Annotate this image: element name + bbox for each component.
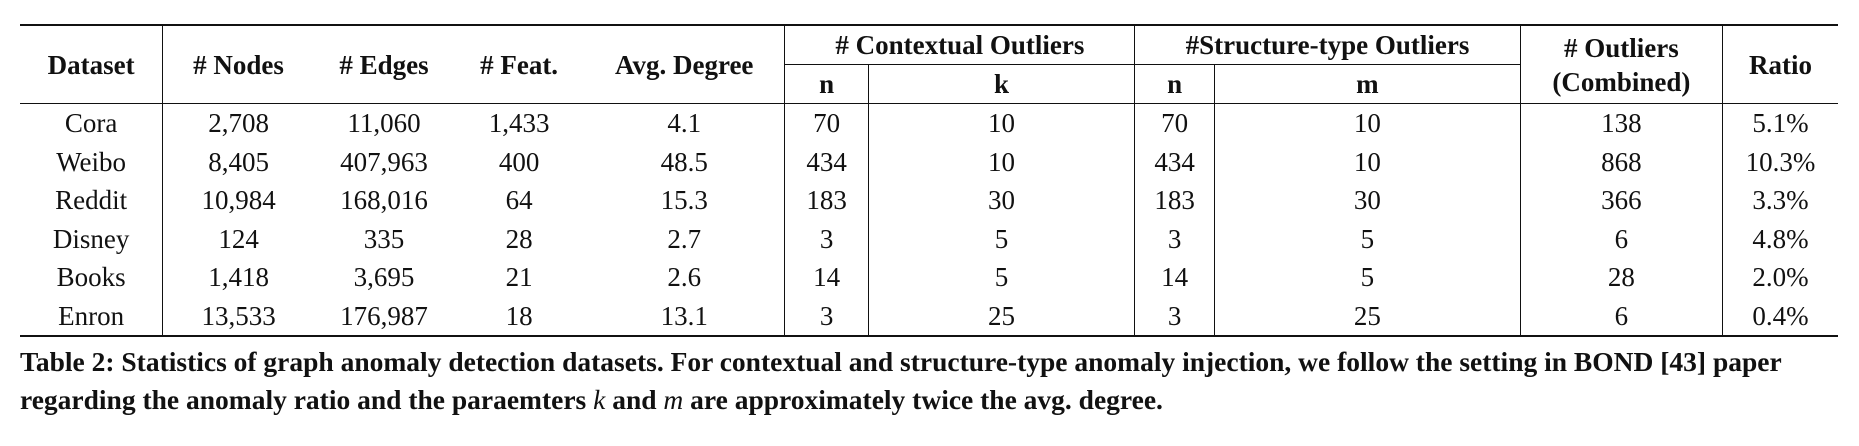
cell-contextual-n: 14 (784, 258, 869, 297)
header-structure-n: n (1134, 64, 1215, 104)
table-body: Cora 2,708 11,060 1,433 4.1 70 10 70 10 138 5.1% We… (20, 103, 1838, 337)
cell-dataset: Cora (20, 103, 163, 143)
cell-structure-n: 3 (1134, 219, 1215, 258)
cell-nodes: 2,708 (162, 103, 314, 143)
table-container: Dataset # Nodes # Edges # Feat. Avg. Deg… (20, 24, 1838, 419)
header-combined-line2: (Combined) (1552, 66, 1691, 97)
cell-ratio: 4.8% (1722, 219, 1838, 258)
cell-structure-n: 3 (1134, 296, 1215, 337)
caption-text-1: Table 2: Statistics of graph anomaly det… (20, 346, 1782, 415)
cell-contextual-k: 30 (867, 181, 1135, 220)
caption-text-3: are approximately twice the avg. degree. (683, 384, 1163, 415)
cell-avg-degree: 13.1 (583, 296, 785, 337)
header-row-sub: n k n m (20, 64, 1838, 104)
header-contextual-outliers: # Contextual Outliers (784, 25, 1135, 65)
cell-structure-n: 434 (1134, 142, 1215, 181)
cell-contextual-k: 5 (867, 219, 1135, 258)
cell-contextual-k: 10 (867, 142, 1135, 181)
cell-combined: 28 (1519, 258, 1723, 297)
table-row: Books 1,418 3,695 21 2.6 14 5 14 5 28 2.0% (20, 258, 1838, 297)
cell-edges: 407,963 (340, 146, 428, 177)
table-row: Enron 13,533 176,987 18 13.1 3 25 3 25 6 0.4% (20, 296, 1838, 337)
header-avg-degree: Avg. Degree (614, 49, 754, 80)
cell-dataset: Reddit (55, 185, 128, 215)
cell-combined: 868 (1519, 142, 1723, 181)
header-structure-outliers: #Structure-type Outliers (1134, 25, 1521, 65)
cell-feat: 18 (454, 296, 584, 337)
cell-feat: 64 (505, 185, 533, 215)
header-feat: # Feat. (480, 49, 559, 80)
cell-combined: 366 (1519, 181, 1723, 220)
table-row: Disney 124 335 28 2.7 3 5 3 5 6 4.8% (20, 219, 1838, 258)
header-structure-m: m (1213, 64, 1521, 104)
cell-contextual-k: 10 (867, 103, 1135, 143)
cell-ratio: 2.0% (1722, 258, 1838, 297)
cell-nodes: 10,984 (162, 181, 314, 220)
table-row: Reddit 10,984 168,016 64 15.3 183 30 183 30 366 3.… (20, 181, 1838, 220)
cell-feat: 28 (505, 223, 533, 254)
cell-structure-n: 14 (1134, 258, 1215, 297)
cell-avg-degree: 15.3 (660, 185, 708, 215)
cell-combined: 138 (1519, 103, 1723, 143)
cell-structure-m: 10 (1213, 142, 1521, 181)
header-nodes: # Nodes (162, 25, 314, 104)
cell-nodes: 124 (162, 219, 314, 258)
cell-nodes: 1,418 (162, 258, 314, 297)
header-contextual-n: n (784, 64, 869, 104)
cell-edges: 176,987 (313, 296, 455, 337)
table-row: Cora 2,708 11,060 1,433 4.1 70 10 70 10 138 5.1% (20, 103, 1838, 143)
cell-structure-m: 5 (1213, 219, 1521, 258)
header-edges: # Edges (339, 49, 429, 80)
cell-feat: 400 (498, 146, 540, 177)
cell-structure-n: 70 (1134, 103, 1215, 143)
cell-structure-m: 25 (1213, 296, 1521, 337)
cell-structure-m: 5 (1213, 258, 1521, 297)
cell-edges: 11,060 (313, 103, 455, 143)
cell-avg-degree: 2.7 (667, 223, 702, 254)
cell-feat: 1,433 (454, 103, 584, 143)
cell-ratio: 0.4% (1722, 296, 1838, 337)
cell-avg-degree: 48.5 (660, 146, 708, 177)
header-ratio: Ratio (1722, 25, 1838, 104)
header-combined-outliers: # Outliers (Combined) (1519, 25, 1723, 104)
header-contextual-k: k (867, 64, 1135, 104)
cell-structure-m: 30 (1213, 181, 1521, 220)
cell-nodes: 8,405 (162, 142, 314, 181)
header-combined-line1: # Outliers (1564, 32, 1679, 63)
cell-feat: 21 (505, 262, 533, 292)
table-header: Dataset # Nodes # Edges # Feat. Avg. Deg… (20, 25, 1838, 104)
cell-contextual-k: 25 (867, 296, 1135, 337)
cell-contextual-n: 3 (784, 296, 869, 337)
cell-dataset: Disney (52, 223, 130, 254)
cell-ratio: 5.1% (1722, 103, 1838, 143)
cell-nodes: 13,533 (162, 296, 314, 337)
cell-avg-degree: 4.1 (583, 103, 785, 143)
cell-contextual-n: 183 (784, 181, 869, 220)
cell-contextual-k: 5 (867, 258, 1135, 297)
cell-edges: 335 (363, 223, 405, 254)
header-row-top: Dataset # Nodes # Edges # Feat. Avg. Deg… (20, 25, 1838, 104)
dataset-statistics-table: Dataset # Nodes # Edges # Feat. Avg. Deg… (20, 24, 1838, 337)
cell-ratio: 10.3% (1722, 142, 1838, 181)
header-dataset: Dataset (47, 49, 135, 80)
cell-avg-degree: 2.6 (667, 262, 702, 292)
caption-var-m: m (663, 384, 684, 415)
cell-dataset: Weibo (56, 146, 127, 177)
cell-ratio: 3.3% (1722, 181, 1838, 220)
cell-combined: 6 (1519, 296, 1723, 337)
table-caption: Table 2: Statistics of graph anomaly det… (20, 343, 1838, 419)
cell-structure-n: 183 (1134, 181, 1215, 220)
caption-var-k: k (593, 384, 606, 415)
cell-structure-m: 10 (1213, 103, 1521, 143)
cell-edges: 168,016 (340, 185, 428, 215)
cell-combined: 6 (1519, 219, 1723, 258)
cell-dataset: Books (56, 262, 126, 292)
cell-dataset: Enron (20, 296, 163, 337)
cell-edges: 3,695 (353, 262, 415, 292)
cell-contextual-n: 3 (784, 219, 869, 258)
caption-text-2: and (605, 384, 664, 415)
cell-contextual-n: 70 (784, 103, 869, 143)
table-row: Weibo 8,405 407,963 400 48.5 434 10 434 10 868 10.… (20, 142, 1838, 181)
cell-contextual-n: 434 (784, 142, 869, 181)
